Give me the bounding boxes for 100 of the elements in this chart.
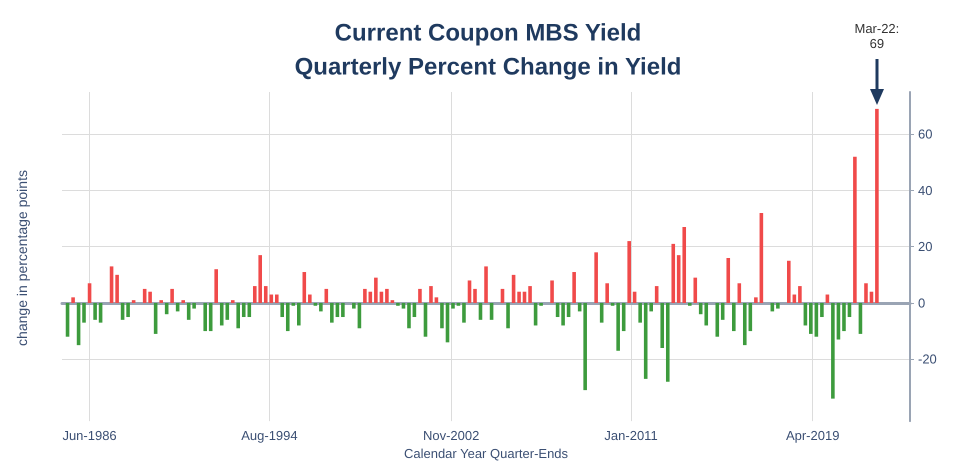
bar <box>786 260 791 303</box>
bar <box>776 302 780 309</box>
bar <box>666 302 670 382</box>
bar <box>148 292 152 303</box>
bar <box>154 302 158 334</box>
bar <box>280 302 284 318</box>
bar <box>418 288 422 303</box>
bar <box>270 294 274 303</box>
bar <box>638 302 642 323</box>
bar <box>748 302 752 332</box>
bar <box>264 286 268 303</box>
bar <box>164 302 168 314</box>
bar <box>214 269 218 303</box>
bar <box>302 272 306 303</box>
bar <box>120 302 124 320</box>
y-tick-label: 60 <box>918 126 932 142</box>
bar <box>632 292 636 303</box>
x-tick-label: Jan-2011 <box>604 428 658 444</box>
bar <box>66 302 70 337</box>
bar <box>385 288 389 303</box>
bar <box>319 302 323 312</box>
bar <box>688 302 692 306</box>
bar <box>506 302 510 328</box>
bar <box>225 302 230 320</box>
bar <box>374 278 378 303</box>
bar <box>424 302 428 337</box>
y-tick-label: 40 <box>918 182 932 198</box>
bar <box>330 302 334 323</box>
bar <box>258 255 262 303</box>
text: Mar-22: 69 <box>853 20 900 51</box>
bar <box>71 297 75 303</box>
bar <box>181 300 186 303</box>
bar <box>649 302 653 312</box>
bar <box>159 300 163 303</box>
bar <box>236 302 240 328</box>
bar <box>770 302 774 312</box>
bar <box>583 302 587 390</box>
bar <box>660 302 664 348</box>
bar <box>704 302 708 326</box>
bar <box>341 302 345 318</box>
bar <box>336 302 340 318</box>
bar <box>390 300 394 303</box>
bar <box>186 302 190 320</box>
bar <box>363 288 367 303</box>
bar <box>247 302 252 318</box>
bar <box>203 302 208 332</box>
x-tick-label: Aug-1994 <box>241 428 298 444</box>
bar <box>478 302 482 320</box>
y-axis-title: change in percentage points <box>14 170 30 346</box>
bar <box>654 286 658 303</box>
bar <box>500 288 504 303</box>
bar <box>192 302 196 309</box>
bar <box>682 227 686 303</box>
bar <box>610 302 614 306</box>
chart-subtitle: Quarterly Percent Change in Yield <box>294 54 682 80</box>
bar <box>698 302 702 314</box>
bar <box>324 288 328 303</box>
bar <box>170 288 174 303</box>
bar <box>742 302 747 346</box>
bar <box>809 302 813 334</box>
bar <box>358 302 362 328</box>
bar <box>490 302 494 320</box>
bar <box>605 283 609 303</box>
bar <box>720 302 725 320</box>
bar <box>594 252 598 303</box>
bar <box>578 302 582 312</box>
y-tick-label: -20 <box>918 352 937 367</box>
bar <box>98 302 102 323</box>
x-tick-label: Apr-2019 <box>786 428 840 444</box>
y-tick-label: 0 <box>918 295 926 310</box>
bar <box>292 302 296 306</box>
bar <box>572 272 576 303</box>
bar <box>352 302 356 309</box>
x-axis-title: Calendar Year Quarter-Ends <box>404 446 569 461</box>
bar <box>208 302 212 332</box>
bar <box>220 302 224 326</box>
bar <box>93 302 97 320</box>
bar <box>600 302 604 323</box>
bar <box>539 302 543 306</box>
bar <box>110 266 114 303</box>
bar <box>693 278 698 303</box>
bar <box>368 292 372 303</box>
bar <box>858 302 862 334</box>
bar <box>737 283 742 303</box>
x-tick-label: Jun-1986 <box>62 428 117 444</box>
bar <box>792 294 796 303</box>
bar <box>142 288 146 303</box>
bar <box>831 302 835 399</box>
bar <box>115 274 119 303</box>
bar <box>286 302 290 332</box>
bar <box>308 294 312 303</box>
bar <box>556 302 560 318</box>
bar <box>820 302 824 318</box>
bar <box>676 255 680 303</box>
y-tick-label: 20 <box>918 239 932 254</box>
bar <box>671 244 676 303</box>
bar <box>732 302 736 332</box>
bar <box>798 286 802 303</box>
bar <box>462 302 466 323</box>
chart-title: Current Coupon MBS Yield <box>334 20 642 46</box>
